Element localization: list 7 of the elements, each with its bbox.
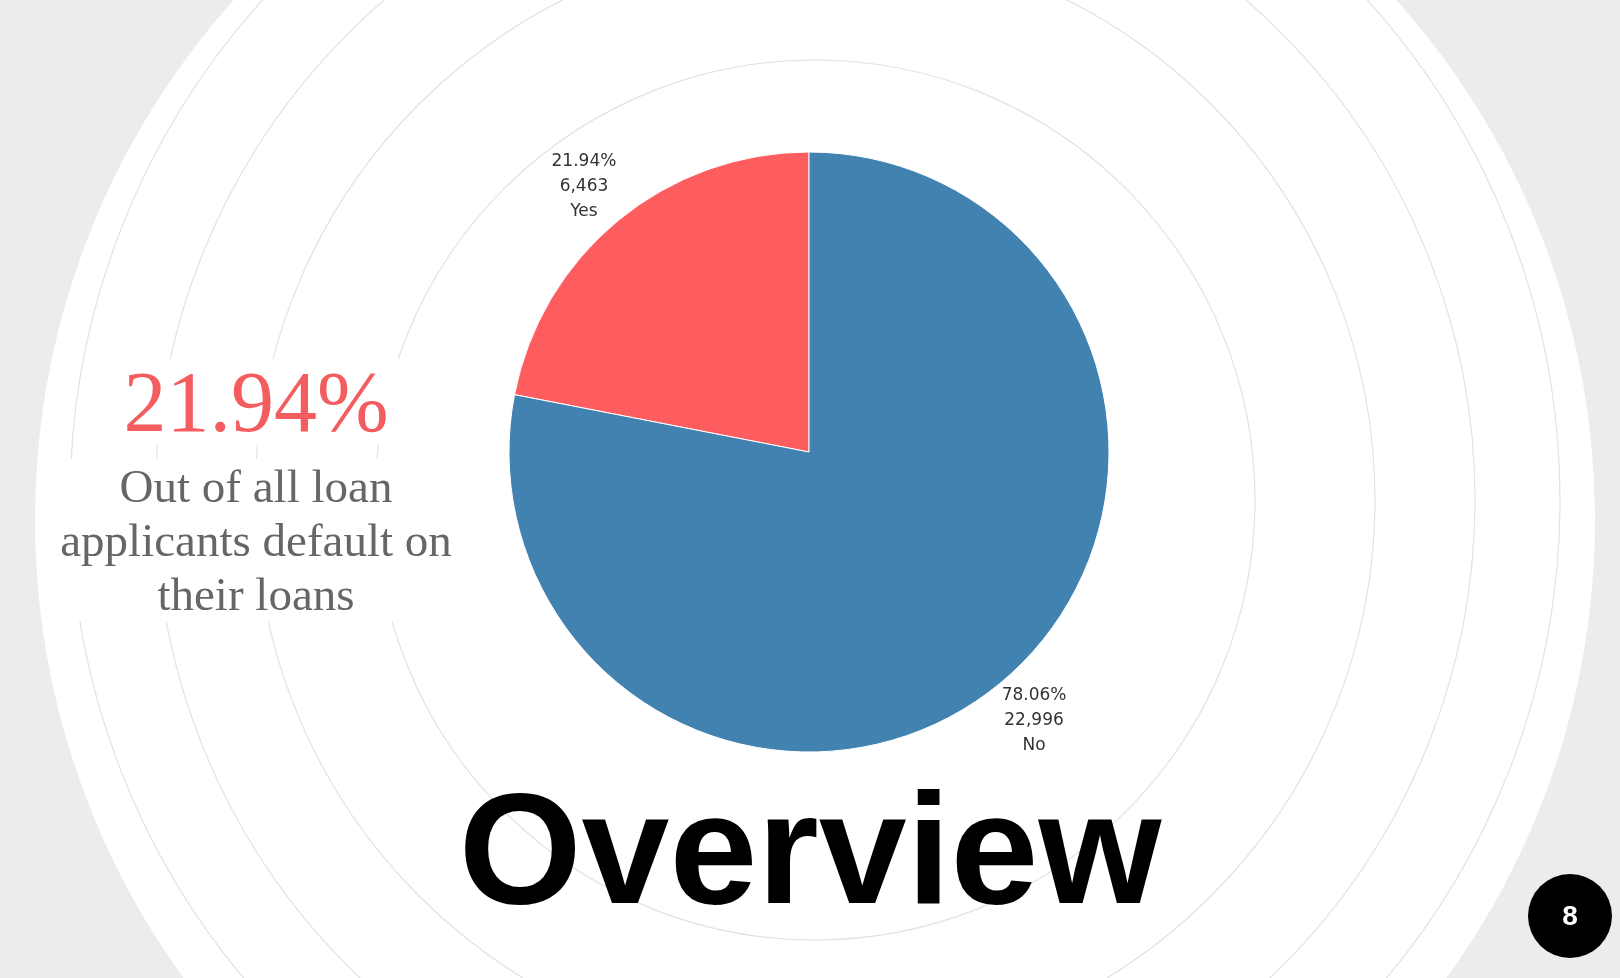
text: 21.94% xyxy=(122,354,390,450)
data-label: 78.06% 22,996 xyxy=(1001,684,1067,730)
slice-label: No xyxy=(1022,734,1046,755)
data-label: 21.94% 6,463 xyxy=(551,149,617,195)
text: Out of all loan applicants default on their loans xyxy=(46,459,466,621)
text: Overview xyxy=(458,760,1162,936)
slice-label: Yes xyxy=(569,199,598,220)
